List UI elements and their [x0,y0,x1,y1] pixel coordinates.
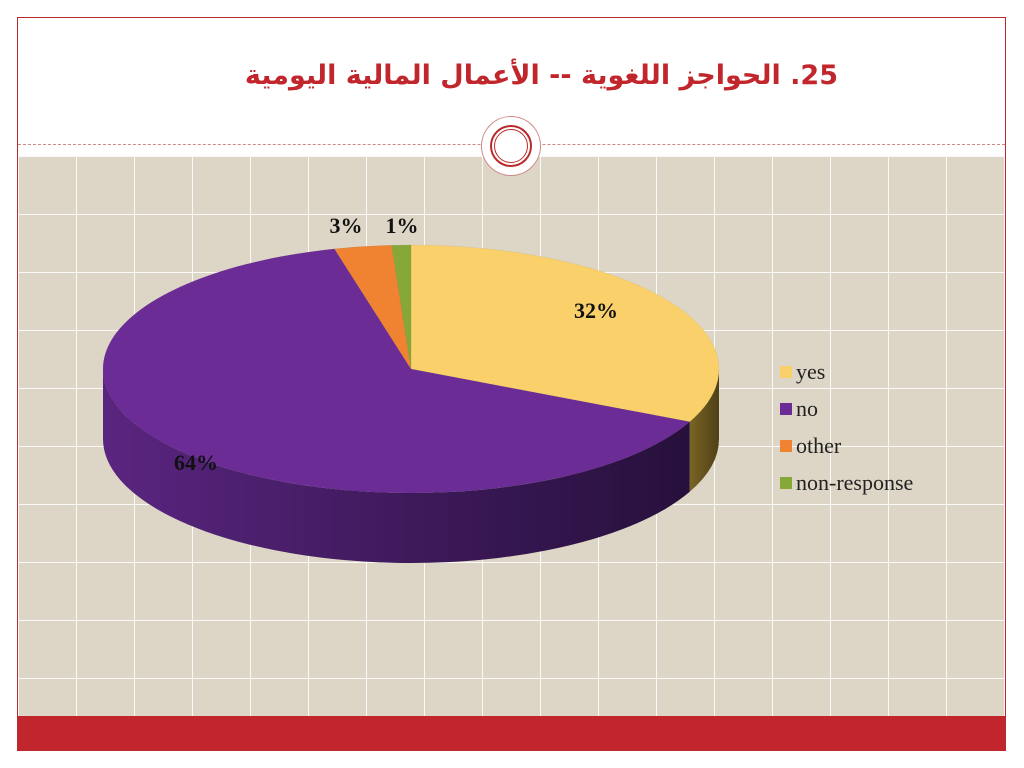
slide-title: 25. الحواجز اللغوية -- الأعمال المالية ا… [244,60,838,91]
data-label-non-response: 1% [386,213,419,238]
data-label-other: 3% [330,213,363,238]
pie-slice-yes [410,244,720,423]
circle-ornament-icon [482,117,540,175]
legend-swatch [780,476,792,489]
legend-item-non-response: non-response [780,464,913,501]
footer-bar [18,716,1005,751]
data-label-yes: 32% [574,298,618,323]
data-label-no: 64% [174,450,218,475]
pie-slice-non-response [391,244,412,370]
legend-swatch [780,439,792,452]
pie-slice-other [333,244,412,370]
legend-label: yes [796,358,826,384]
pie-slice-no [102,248,691,494]
pie-sides [103,369,719,563]
pie-side-yes [689,369,719,492]
legend-label: other [796,432,842,458]
legend-swatch [780,402,792,415]
pie-side-no [103,369,690,563]
legend-swatch [780,365,792,378]
legend-item-no: no [780,390,913,427]
legend-item-yes: yes [780,353,913,390]
legend-item-other: other [780,427,913,464]
legend-label: no [796,395,818,421]
pie-tops [102,244,720,494]
pie-labels: 32% 64% 3% 1% [174,213,618,475]
chart-legend: yes no other non-response [780,353,913,501]
legend-label: non-response [796,469,914,495]
